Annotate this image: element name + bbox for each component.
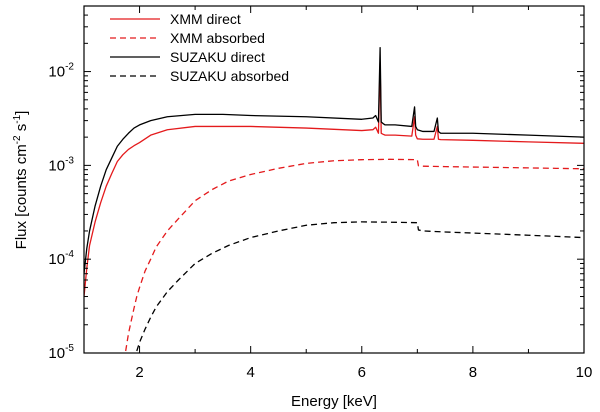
- y-tick-label-exp: -5: [65, 343, 74, 354]
- y-tick-label-exp: -4: [65, 249, 74, 260]
- x-axis-title: Energy [keV]: [291, 393, 377, 410]
- y-axis-title-prefix: Flux [counts cm: [13, 144, 30, 249]
- y-axis-title-mid: s: [13, 124, 30, 136]
- y-tick-label: 10-4: [48, 249, 74, 268]
- series-layer: [84, 46, 584, 352]
- y-tick-label: 10-3: [48, 155, 74, 174]
- x-tick-label: 4: [246, 364, 254, 381]
- y-tick-label: 10-5: [48, 343, 74, 362]
- y-axis-title-suffix: ]: [13, 111, 30, 115]
- legend-label-suzaku-direct: SUZAKU direct: [170, 49, 265, 65]
- series-line-suzaku-absorbed: [136, 221, 584, 352]
- y-axis-title-exp2: -1: [12, 114, 23, 123]
- series-line-suzaku-direct: [84, 46, 584, 274]
- y-axis-title: Flux [counts cm-2 s-1]: [12, 111, 30, 250]
- series-line-xmm-direct: [84, 61, 584, 297]
- y-tick-label-base: 10: [48, 251, 65, 268]
- x-tick-label: 10: [576, 364, 593, 381]
- y-tick-label-exp: -3: [65, 155, 74, 166]
- y-tick-label-base: 10: [48, 64, 65, 81]
- y-tick-label-exp: -2: [65, 62, 74, 73]
- legend-label-xmm-absorbed: XMM absorbed: [170, 30, 265, 46]
- legend-label-xmm-direct: XMM direct: [170, 11, 241, 27]
- y-tick-label-base: 10: [48, 157, 65, 174]
- y-tick-label-base: 10: [48, 345, 65, 362]
- legend-label-suzaku-absorbed: SUZAKU absorbed: [170, 68, 289, 84]
- series-line-xmm-absorbed: [125, 158, 584, 352]
- y-axis-title-exp1: -2: [12, 135, 23, 144]
- y-tick-label: 10-2: [48, 62, 74, 81]
- x-tick-label: 8: [469, 364, 477, 381]
- plot-frame: [83, 5, 585, 354]
- legend: XMM direct XMM absorbed SUZAKU direct SU…: [110, 11, 289, 84]
- x-tick-label: 2: [135, 364, 143, 381]
- ticks-layer: [83, 5, 585, 354]
- x-tick-label: 6: [358, 364, 366, 381]
